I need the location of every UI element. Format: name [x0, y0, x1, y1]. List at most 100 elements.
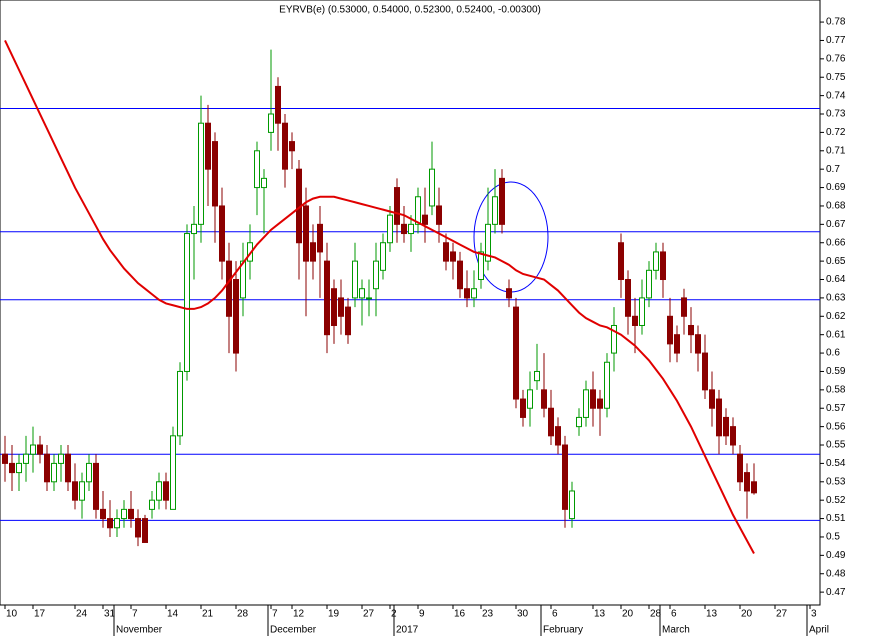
candle-body — [590, 389, 596, 409]
candle-body — [72, 481, 78, 501]
month-label: December — [270, 625, 317, 636]
candle-body — [709, 389, 715, 409]
x-tick-label: 7 — [272, 609, 278, 620]
candle-body — [548, 407, 554, 437]
candle-body — [219, 205, 225, 262]
candle-body — [100, 508, 106, 520]
candle-body — [170, 435, 176, 510]
x-tick-label: 6 — [552, 609, 558, 620]
candle-body — [688, 324, 694, 336]
x-tick-label: 24 — [76, 609, 88, 620]
candle-body — [583, 389, 589, 418]
y-tick-label: 0.64 — [826, 274, 846, 285]
candle-body — [681, 297, 687, 317]
x-tick-label: 9 — [419, 609, 425, 620]
y-tick-label: 0.7 — [826, 164, 840, 175]
x-tick-label: 28 — [237, 609, 249, 620]
y-tick-label: 0.51 — [826, 513, 846, 524]
candle-body — [674, 334, 680, 354]
candle-body — [114, 518, 120, 529]
month-label: 2017 — [396, 625, 419, 636]
candle-body — [604, 361, 610, 409]
candle-body — [37, 444, 43, 455]
candle-body — [107, 518, 113, 529]
candle-body — [184, 233, 190, 372]
chart-title: EYRVB(e) (0.53000, 0.54000, 0.52300, 0.5… — [279, 5, 541, 16]
candle-body — [716, 398, 722, 437]
candle-body — [702, 352, 708, 391]
y-tick-label: 0.59 — [826, 366, 846, 377]
y-tick-label: 0.71 — [826, 145, 846, 156]
candle-body — [93, 462, 99, 510]
x-tick-label: 13 — [594, 609, 606, 620]
y-tick-label: 0.52 — [826, 495, 846, 506]
y-tick-label: 0.78 — [826, 17, 846, 28]
y-tick-label: 0.77 — [826, 35, 846, 46]
candle-body — [415, 196, 421, 225]
x-tick-label: 7 — [132, 609, 138, 620]
candle-body — [240, 260, 246, 299]
candle-body — [618, 242, 624, 281]
candle-body — [443, 242, 449, 262]
x-tick-label: 20 — [741, 609, 753, 620]
y-tick-label: 0.68 — [826, 201, 846, 212]
candle-body — [499, 177, 505, 225]
candle-body — [541, 389, 547, 409]
candle-body — [205, 122, 211, 170]
candle-body — [212, 141, 218, 207]
month-label: April — [809, 625, 829, 636]
candle-body — [324, 260, 330, 336]
candle-body — [555, 426, 561, 446]
candle-body — [268, 113, 274, 133]
candle-body — [128, 508, 134, 520]
candle-body — [625, 279, 631, 317]
candle-body — [394, 187, 400, 225]
candle-body — [310, 242, 316, 262]
candle-body — [408, 223, 414, 235]
candle-body — [471, 288, 477, 299]
x-tick-label: 27 — [363, 609, 375, 620]
x-tick-label: 31 — [104, 609, 116, 620]
candle-body — [16, 462, 22, 474]
y-tick-label: 0.67 — [826, 219, 846, 230]
y-tick-label: 0.76 — [826, 53, 846, 64]
candle-body — [660, 251, 666, 281]
x-tick-label: 13 — [706, 609, 718, 620]
candle-body — [744, 472, 750, 492]
x-tick-label: 10 — [6, 609, 18, 620]
candle-body — [485, 223, 491, 262]
candle-body — [506, 288, 512, 299]
candle-body — [65, 453, 71, 483]
x-tick-label: 3 — [811, 609, 817, 620]
candle-body — [632, 315, 638, 326]
candle-body — [135, 518, 141, 538]
y-tick-label: 0.5 — [826, 532, 840, 543]
candle-body — [338, 297, 344, 317]
x-tick-label: 30 — [517, 609, 529, 620]
y-tick-label: 0.48 — [826, 568, 846, 579]
candle-body — [751, 481, 757, 494]
y-tick-label: 0.58 — [826, 384, 846, 395]
candle-body — [303, 205, 309, 262]
candle-body — [520, 398, 526, 418]
y-tick-label: 0.47 — [826, 587, 846, 598]
candle-body — [457, 260, 463, 290]
candle-body — [44, 453, 50, 483]
y-tick-label: 0.55 — [826, 440, 846, 451]
candle-body — [289, 141, 295, 152]
y-tick-label: 0.54 — [826, 458, 846, 469]
x-tick-label: 16 — [454, 609, 466, 620]
candle-body — [730, 426, 736, 446]
y-tick-label: 0.73 — [826, 109, 846, 120]
candle-body — [23, 453, 29, 464]
candle-body — [79, 481, 85, 501]
candle-body — [198, 122, 204, 225]
candle-body — [695, 334, 701, 354]
y-tick-label: 0.57 — [826, 403, 846, 414]
x-tick-label: 23 — [482, 609, 494, 620]
candle-body — [86, 462, 92, 483]
candle-body — [359, 288, 365, 299]
y-tick-label: 0.63 — [826, 293, 846, 304]
